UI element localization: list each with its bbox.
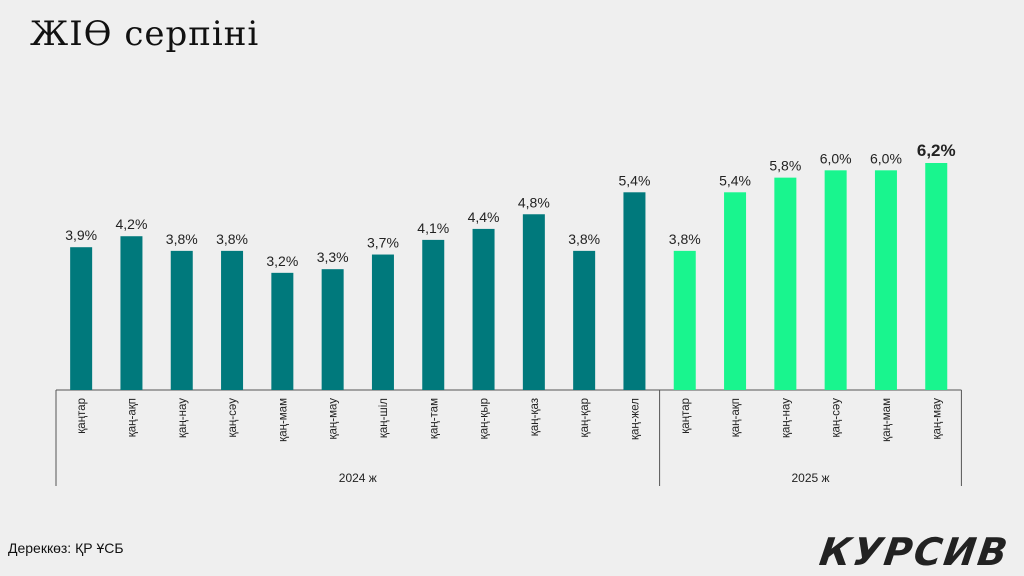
- bar: [120, 236, 143, 390]
- category-tick-label: қаң-нау: [780, 398, 792, 438]
- bar: [925, 163, 948, 390]
- data-label: 4,4%: [468, 209, 500, 225]
- bar: [422, 239, 445, 390]
- data-label: 4,8%: [518, 194, 550, 210]
- year-group-label: 2025 ж: [791, 471, 829, 485]
- bar: [170, 250, 193, 390]
- bar: [472, 228, 495, 390]
- category-tick-label: қаң-там: [428, 398, 440, 439]
- data-label: 3,8%: [166, 231, 198, 247]
- data-label: 3,9%: [65, 227, 97, 243]
- data-label: 6,0%: [820, 150, 852, 166]
- bar: [874, 170, 897, 390]
- bar: [371, 254, 394, 390]
- data-label: 5,4%: [719, 172, 751, 188]
- data-label: 6,2%: [917, 141, 956, 160]
- source-note: Дереккөз: ҚР ҰСБ: [8, 540, 124, 556]
- category-tick-label: қаң-ақп: [126, 398, 138, 437]
- chart-title: ЖІӨ серпіні: [30, 14, 260, 54]
- category-tick-label: қаң-ақп: [730, 398, 742, 437]
- data-label: 3,3%: [317, 249, 349, 265]
- data-label: 4,2%: [115, 216, 147, 232]
- data-label: 4,1%: [417, 220, 449, 236]
- category-tick-label: қаңтар: [76, 398, 88, 434]
- category-tick-label: қаң-мау: [931, 398, 943, 440]
- category-tick-label: қаң-мам: [277, 398, 289, 442]
- bar: [724, 192, 747, 390]
- bar: [522, 214, 545, 390]
- category-tick-label: қаң-сәу: [227, 398, 239, 438]
- category-tick-label: қаң-қыр: [479, 398, 491, 439]
- bar: [774, 177, 797, 390]
- category-tick-label: қаң-шіл: [378, 398, 390, 438]
- category-tick-label: қаңтар: [680, 398, 692, 434]
- bar: [70, 247, 93, 390]
- data-label: 3,2%: [266, 253, 298, 269]
- category-tick-label: қаң-сәу: [831, 398, 843, 438]
- bar: [221, 250, 244, 390]
- bar: [824, 170, 847, 390]
- category-tick-label: қаң-мам: [881, 398, 893, 442]
- category-tick-label: қаң-мау: [328, 398, 340, 440]
- data-label: 3,7%: [367, 235, 399, 251]
- data-label: 5,4%: [618, 172, 650, 188]
- bar: [623, 192, 646, 390]
- data-label: 3,8%: [216, 231, 248, 247]
- bar: [271, 272, 294, 390]
- bar: [321, 269, 344, 390]
- bar: [573, 250, 596, 390]
- bar: [673, 250, 696, 390]
- data-label: 3,8%: [568, 231, 600, 247]
- data-label: 6,0%: [870, 150, 902, 166]
- category-tick-label: қаң-жел: [629, 398, 641, 440]
- year-group-label: 2024 ж: [339, 471, 377, 485]
- kursiv-logo: КУРСИВ: [816, 530, 1012, 574]
- category-tick-label: қаң-қар: [579, 398, 591, 437]
- data-label: 5,8%: [769, 158, 801, 174]
- category-tick-label: қаң-нау: [177, 398, 189, 438]
- category-tick-label: қаң-қаз: [529, 398, 541, 436]
- data-label: 3,8%: [669, 231, 701, 247]
